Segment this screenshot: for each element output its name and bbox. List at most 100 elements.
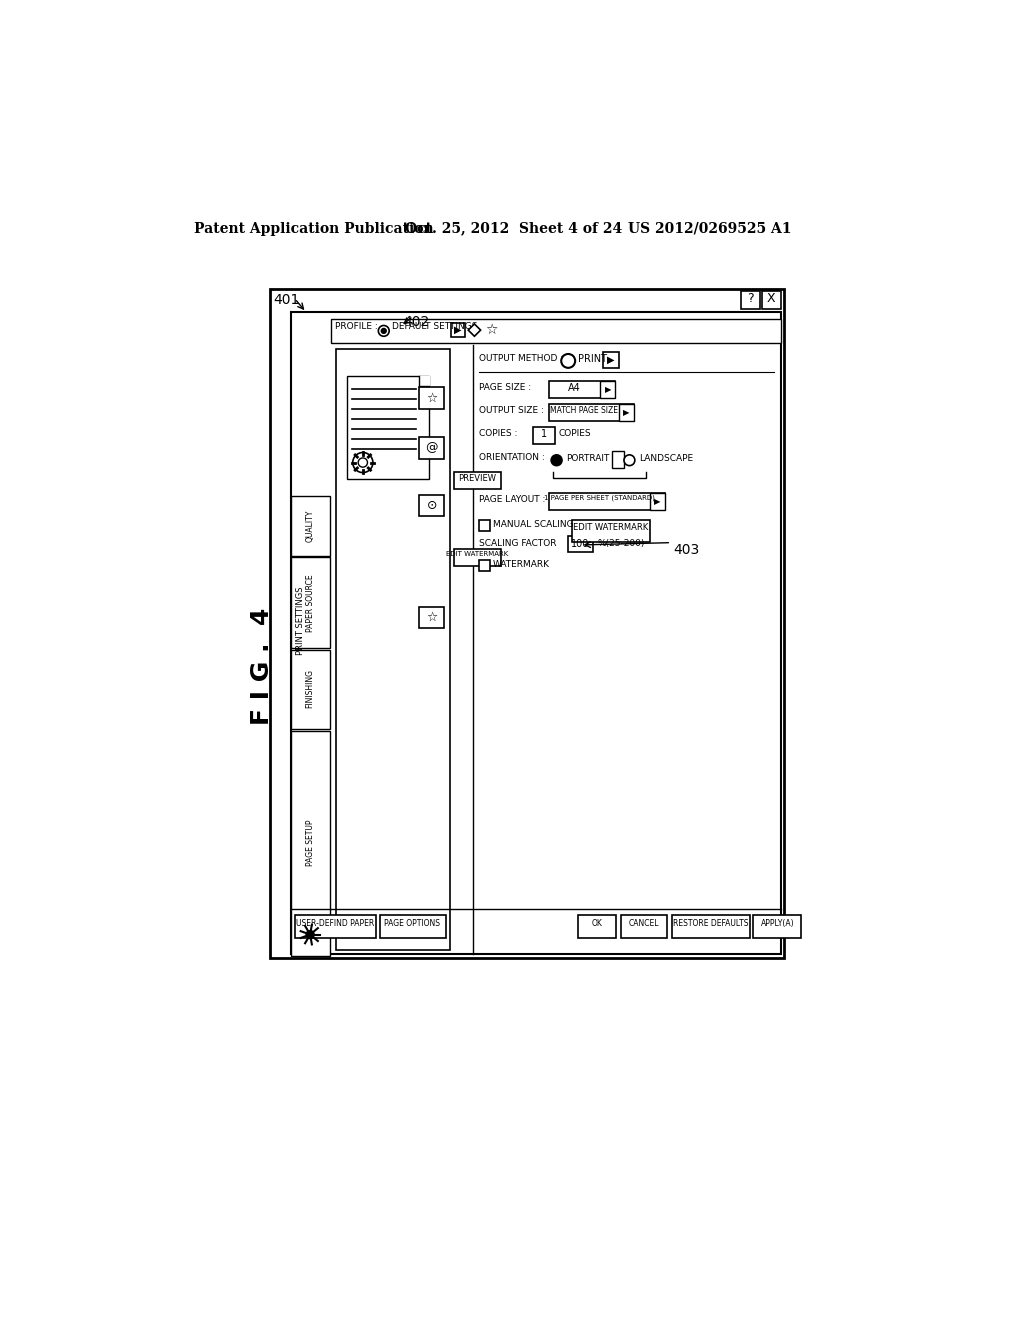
Text: ORIENTATION :: ORIENTATION : bbox=[479, 453, 545, 462]
Text: 402: 402 bbox=[403, 314, 429, 329]
Text: 1 PAGE PER SHEET (STANDARD): 1 PAGE PER SHEET (STANDARD) bbox=[544, 495, 654, 502]
Bar bbox=[455, 471, 501, 488]
Text: ☆: ☆ bbox=[485, 323, 498, 337]
Text: PORTRAIT: PORTRAIT bbox=[566, 454, 609, 463]
Bar bbox=[347, 375, 429, 479]
Circle shape bbox=[381, 329, 386, 333]
Bar bbox=[291, 730, 330, 956]
Text: 403: 403 bbox=[673, 543, 699, 557]
Bar bbox=[762, 290, 780, 309]
Text: PAGE LAYOUT :: PAGE LAYOUT : bbox=[479, 495, 546, 504]
Circle shape bbox=[306, 931, 314, 939]
Text: DEFAULT SETTINGS: DEFAULT SETTINGS bbox=[391, 322, 477, 331]
Text: OUTPUT SIZE :: OUTPUT SIZE : bbox=[479, 407, 544, 416]
Bar bbox=[479, 520, 489, 531]
Bar bbox=[549, 492, 665, 510]
Text: Patent Application Publication: Patent Application Publication bbox=[194, 222, 433, 235]
Circle shape bbox=[352, 453, 373, 473]
Text: ▶: ▶ bbox=[654, 496, 660, 506]
Text: PAPER SOURCE: PAPER SOURCE bbox=[305, 574, 314, 631]
Circle shape bbox=[624, 455, 635, 466]
Bar bbox=[420, 437, 444, 459]
Text: 401: 401 bbox=[273, 293, 300, 308]
Text: EDIT WATERMARK: EDIT WATERMARK bbox=[573, 524, 648, 532]
Bar bbox=[649, 492, 665, 510]
Text: EDIT WATERMARK: EDIT WATERMARK bbox=[446, 552, 509, 557]
Text: QUALITY: QUALITY bbox=[305, 510, 314, 543]
Text: 1: 1 bbox=[541, 429, 547, 440]
Bar bbox=[455, 549, 501, 566]
Bar bbox=[534, 428, 555, 444]
Text: A4: A4 bbox=[568, 383, 581, 393]
Text: CANCEL: CANCEL bbox=[629, 919, 659, 928]
Text: OK: OK bbox=[592, 919, 602, 928]
Bar bbox=[578, 915, 616, 939]
Bar bbox=[741, 290, 760, 309]
Text: 100: 100 bbox=[571, 539, 590, 549]
Text: ☆: ☆ bbox=[426, 391, 437, 404]
Text: MANUAL SCALING: MANUAL SCALING bbox=[493, 520, 573, 529]
Text: X: X bbox=[767, 293, 775, 305]
Bar bbox=[612, 451, 624, 469]
Bar bbox=[420, 387, 444, 409]
Bar bbox=[452, 323, 465, 337]
Text: SCALING FACTOR: SCALING FACTOR bbox=[479, 539, 557, 548]
Text: F I G .  4: F I G . 4 bbox=[250, 609, 273, 725]
Text: OUTPUT METHOD :: OUTPUT METHOD : bbox=[479, 354, 563, 363]
Bar bbox=[572, 520, 649, 543]
Bar bbox=[291, 557, 330, 648]
Text: WATERMARK: WATERMARK bbox=[493, 561, 550, 569]
Bar bbox=[600, 381, 615, 397]
Text: @: @ bbox=[426, 441, 438, 454]
Polygon shape bbox=[419, 376, 429, 385]
Text: Oct. 25, 2012  Sheet 4 of 24: Oct. 25, 2012 Sheet 4 of 24 bbox=[406, 222, 623, 235]
Text: ▶: ▶ bbox=[623, 408, 630, 417]
Bar bbox=[672, 915, 750, 939]
Circle shape bbox=[551, 455, 562, 466]
Circle shape bbox=[378, 326, 389, 337]
Text: ▶: ▶ bbox=[607, 355, 614, 366]
Bar bbox=[420, 607, 444, 628]
Text: PAGE SETUP: PAGE SETUP bbox=[305, 820, 314, 866]
Text: COPIES :: COPIES : bbox=[479, 429, 517, 438]
Text: ▶: ▶ bbox=[455, 325, 462, 335]
Text: PROFILE :: PROFILE : bbox=[335, 322, 378, 331]
Text: PAGE OPTIONS: PAGE OPTIONS bbox=[384, 919, 440, 928]
Text: ▶: ▶ bbox=[604, 385, 611, 393]
Circle shape bbox=[561, 354, 575, 368]
Bar bbox=[618, 404, 634, 421]
Text: PREVIEW: PREVIEW bbox=[459, 474, 497, 483]
Bar bbox=[549, 404, 634, 421]
Bar bbox=[291, 313, 781, 954]
Text: ⊙: ⊙ bbox=[427, 499, 437, 512]
Text: FINISHING: FINISHING bbox=[305, 669, 314, 709]
Bar bbox=[568, 536, 593, 552]
Bar bbox=[603, 352, 618, 368]
Bar bbox=[270, 289, 783, 958]
Bar bbox=[291, 649, 330, 729]
Text: COPIES: COPIES bbox=[559, 429, 592, 438]
Text: LANDSCAPE: LANDSCAPE bbox=[639, 454, 693, 463]
Bar bbox=[420, 495, 444, 516]
Text: US 2012/0269525 A1: US 2012/0269525 A1 bbox=[628, 222, 792, 235]
Circle shape bbox=[358, 458, 368, 467]
Text: PRINT SETTINGS: PRINT SETTINGS bbox=[296, 586, 304, 655]
Text: MATCH PAGE SIZE: MATCH PAGE SIZE bbox=[550, 407, 617, 416]
Text: APPLY(A): APPLY(A) bbox=[761, 919, 795, 928]
Bar bbox=[291, 496, 330, 556]
Bar bbox=[336, 348, 451, 950]
Bar bbox=[380, 915, 445, 939]
Bar bbox=[479, 561, 489, 572]
Bar bbox=[331, 318, 781, 343]
Bar bbox=[621, 915, 668, 939]
Text: PRINT: PRINT bbox=[579, 354, 607, 364]
Text: PAGE SIZE :: PAGE SIZE : bbox=[479, 383, 531, 392]
Text: ☆: ☆ bbox=[426, 611, 437, 624]
Text: USER-DEFIND PAPER: USER-DEFIND PAPER bbox=[296, 919, 374, 928]
Text: RESTORE DEFAULTS: RESTORE DEFAULTS bbox=[673, 919, 749, 928]
Text: ?: ? bbox=[748, 293, 754, 305]
Bar bbox=[549, 381, 614, 397]
Text: %(25-200): %(25-200) bbox=[598, 539, 645, 548]
Bar bbox=[295, 915, 376, 939]
Bar bbox=[754, 915, 802, 939]
